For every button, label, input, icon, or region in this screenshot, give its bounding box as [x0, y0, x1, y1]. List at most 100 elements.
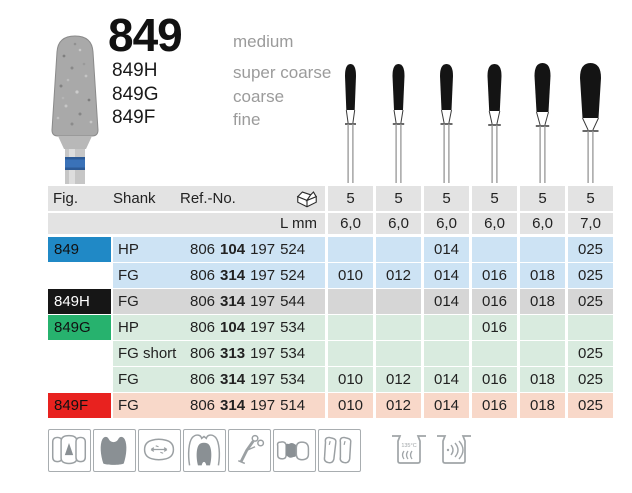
- size-cell: [520, 315, 565, 340]
- size-cell: 014: [424, 367, 469, 392]
- product-title: 849: [108, 9, 183, 61]
- pack-size: 5: [568, 186, 613, 211]
- size-cell: 014: [424, 393, 469, 418]
- size-cell: 025: [568, 237, 613, 262]
- bur-silhouette-icon: [440, 64, 453, 183]
- clasp-wire-icon: [228, 429, 271, 472]
- fig-chip: 849G: [48, 315, 111, 340]
- pack-size: 5: [472, 186, 517, 211]
- pack-size: 5: [376, 186, 421, 211]
- table-row: 849F FG 806 314 197 514 010 012 014 016 018…: [48, 393, 613, 418]
- bur-head: [51, 35, 99, 137]
- size-cell: 012: [376, 367, 421, 392]
- ref-no-cell: 806 104 197 534: [190, 319, 306, 336]
- column-header-ref-no: Ref.-No.: [180, 190, 236, 207]
- length-value: 6,0: [328, 213, 373, 234]
- size-cell: [472, 237, 517, 262]
- pack-size: 5: [520, 186, 565, 211]
- variant-code: 849H: [112, 60, 158, 81]
- length-value: 6,0: [376, 213, 421, 234]
- size-cell: 016: [472, 289, 517, 314]
- table-row: 849 HP 806 104 197 524 014 025: [48, 237, 613, 262]
- variant-code: 849F: [112, 107, 156, 128]
- column-header-fig: Fig.: [53, 190, 79, 207]
- pack-size: 5: [328, 186, 373, 211]
- veneers-icon: [318, 429, 361, 472]
- size-cell: [472, 341, 517, 366]
- variant-grit: super coarse: [233, 63, 332, 82]
- product-table: Fig. Shank Ref.-No. 5 5 5 5 5 5: [48, 186, 613, 419]
- anterior-teeth-icon: [48, 429, 91, 472]
- size-cell: 016: [472, 393, 517, 418]
- size-cell: [328, 341, 373, 366]
- size-cell: [328, 289, 373, 314]
- size-cell: [376, 315, 421, 340]
- crown-silhouette-icon: [93, 429, 136, 472]
- size-cell: 010: [328, 263, 373, 288]
- variant-grit: coarse: [233, 86, 285, 106]
- fig-chip: 849H: [48, 289, 111, 314]
- shank-cell: FG: [118, 397, 139, 414]
- shank-cell: FG: [118, 293, 139, 310]
- ref-no-cell: 806 314 197 544: [190, 293, 306, 310]
- size-cell: [568, 315, 613, 340]
- size-cell: 025: [568, 393, 613, 418]
- table-row: 849H FG 806 314 197 544 014 016 018 025: [48, 289, 613, 314]
- column-header-shank: Shank: [113, 190, 156, 207]
- pack-size: 5: [424, 186, 469, 211]
- bur-silhouettes: [328, 52, 613, 183]
- size-cell: 025: [568, 289, 613, 314]
- variant-grit: fine: [233, 110, 261, 129]
- size-cell: 018: [520, 393, 565, 418]
- product-grit: medium: [233, 32, 294, 51]
- fig-chip: 849F: [48, 393, 111, 418]
- size-cell: 012: [376, 263, 421, 288]
- svg-text:135°C: 135°C: [401, 443, 416, 449]
- size-cell: [424, 315, 469, 340]
- size-cell: [424, 341, 469, 366]
- size-cell: 025: [568, 341, 613, 366]
- bur-silhouette-icon: [487, 64, 502, 183]
- shank-cell: HP: [118, 319, 139, 336]
- bridge-icon: [273, 429, 316, 472]
- diamond-bur-photo: [51, 35, 99, 184]
- table-row: 849G HP 806 104 197 534 016: [48, 315, 613, 340]
- size-cell: 018: [520, 289, 565, 314]
- length-value: 6,0: [472, 213, 517, 234]
- shank-cell: HP: [118, 241, 139, 258]
- bur-silhouette-icon: [345, 64, 356, 183]
- size-cell: 018: [520, 367, 565, 392]
- size-cell: 010: [328, 367, 373, 392]
- sterilizable-135c-icon: 135°C: [390, 432, 428, 473]
- ref-no-cell: 806 104 197 524: [190, 241, 306, 258]
- fig-chip: 849: [48, 237, 111, 262]
- shank-cell: FG: [118, 267, 139, 284]
- size-cell: [376, 289, 421, 314]
- package-icon: [295, 189, 325, 208]
- ref-no-cell: 806 314 197 524: [190, 267, 306, 284]
- table-row: FG 806 314 197 534 010 012 014 016 018 025: [48, 367, 613, 392]
- size-cell: 012: [376, 393, 421, 418]
- molar-prep-icon: [183, 429, 226, 472]
- size-cell: [376, 237, 421, 262]
- variant-codes: 849H 849G 849F: [112, 59, 158, 130]
- table-header-row: Fig. Shank Ref.-No. 5 5 5 5 5 5: [48, 186, 613, 211]
- size-cell: [328, 237, 373, 262]
- occlusal-surface-icon: [138, 429, 181, 472]
- length-value: 6,0: [424, 213, 469, 234]
- shank-cell: FG short: [118, 345, 177, 362]
- bur-silhouette-icon: [534, 63, 551, 183]
- size-cell: 025: [568, 263, 613, 288]
- size-cell: 016: [472, 367, 517, 392]
- length-row: L mm 6,0 6,0 6,0 6,0 6,0 7,0: [48, 213, 613, 234]
- shank-cell: FG: [118, 371, 139, 388]
- bur-blue-ring: [65, 157, 85, 170]
- length-value: 7,0: [568, 213, 613, 234]
- table-row: FG 806 314 197 524 010 012 014 016 018 025: [48, 263, 613, 288]
- bur-neck: [58, 136, 92, 149]
- size-cell: 016: [472, 315, 517, 340]
- size-cell: [520, 341, 565, 366]
- variant-grits: super coarse coarse fine: [233, 61, 331, 132]
- ref-no-cell: 806 314 197 514: [190, 397, 306, 414]
